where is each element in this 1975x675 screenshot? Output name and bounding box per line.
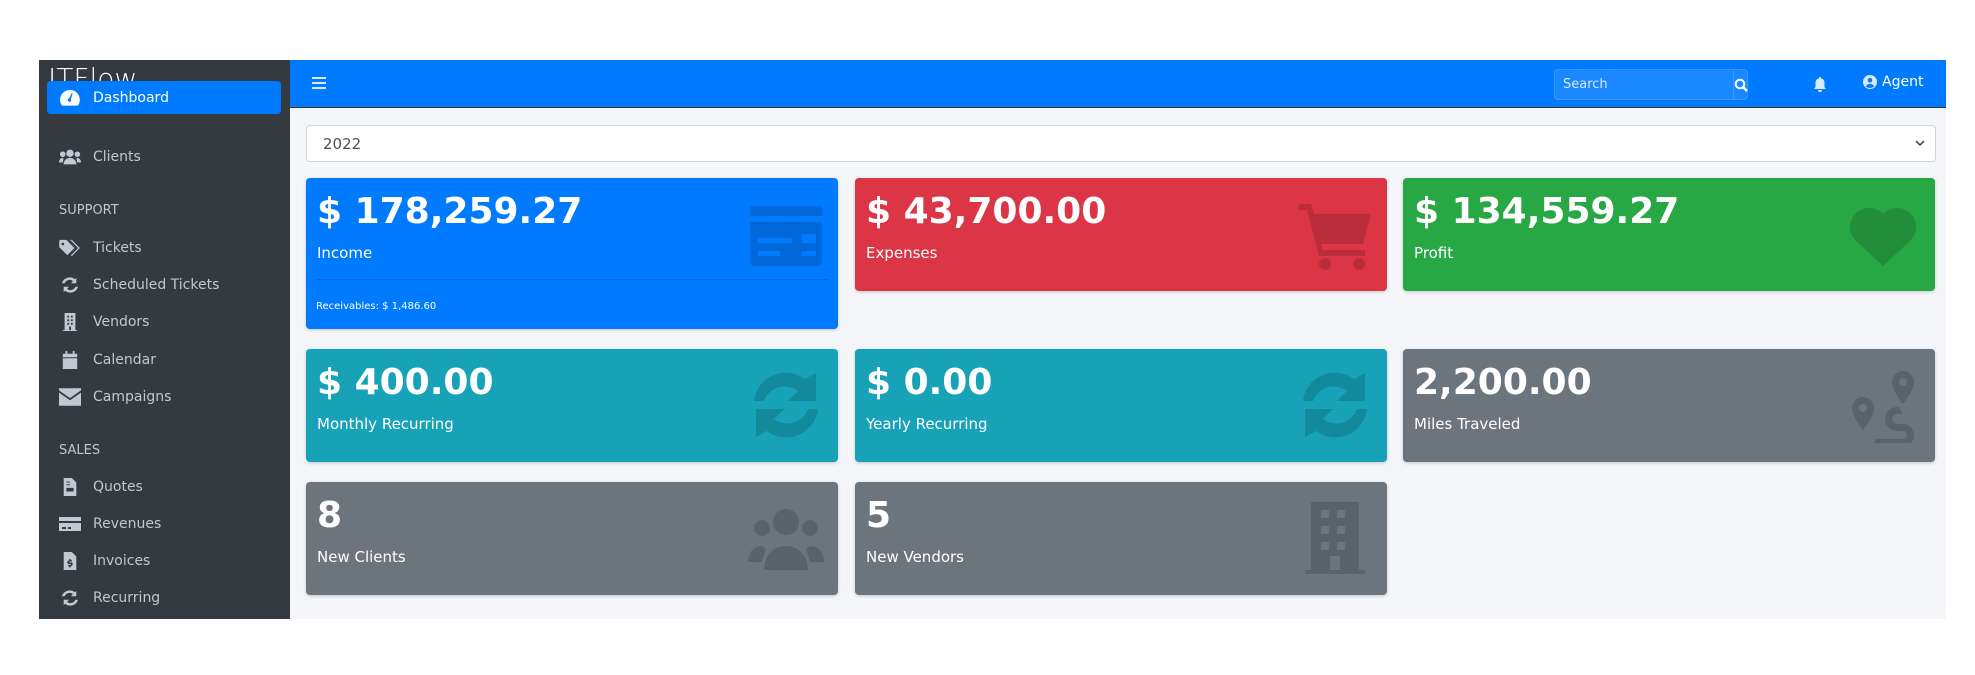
stat-card-miles-traveled[interactable]: 2,200.00 Miles Traveled xyxy=(1403,349,1935,462)
sidebar-item-dashboard[interactable]: Dashboard xyxy=(47,81,281,114)
bell-icon[interactable] xyxy=(1813,77,1827,92)
stat-label: Monthly Recurring xyxy=(317,415,454,433)
search-input[interactable] xyxy=(1555,70,1733,99)
sidebar-item-tickets[interactable]: Tickets xyxy=(47,231,281,264)
stat-value: $ 178,259.27 xyxy=(317,191,583,232)
sidebar-item-scheduled-tickets[interactable]: Scheduled Tickets xyxy=(47,268,281,301)
stat-label: New Clients xyxy=(317,548,406,566)
sidebar-item-recurring[interactable]: Recurring xyxy=(47,581,281,614)
top-navbar: Agent xyxy=(290,60,1946,108)
shopping-cart-icon xyxy=(1297,196,1373,272)
credit-card-icon xyxy=(59,516,81,531)
stat-value: 8 xyxy=(317,495,343,536)
stat-label: Expenses xyxy=(866,244,938,262)
sidebar-item-quotes[interactable]: Quotes xyxy=(47,470,281,503)
sidebar-item-campaigns[interactable]: Campaigns xyxy=(47,380,281,413)
file-icon xyxy=(63,477,77,496)
envelope-icon xyxy=(59,387,81,406)
sidebar-item-clients[interactable]: Clients xyxy=(47,140,281,173)
route-icon xyxy=(1845,367,1921,446)
stat-card-profit[interactable]: $ 134,559.27 Profit xyxy=(1403,178,1935,291)
stat-card-expenses[interactable]: $ 43,700.00 Expenses xyxy=(855,178,1387,291)
search-form xyxy=(1554,69,1748,100)
stat-card-yearly-recurring[interactable]: $ 0.00 Yearly Recurring xyxy=(855,349,1387,462)
calendar-icon xyxy=(62,350,78,369)
credit-card-icon xyxy=(748,196,824,272)
stat-card-new-clients[interactable]: 8 New Clients xyxy=(306,482,838,595)
search-button[interactable] xyxy=(1733,70,1748,99)
file-invoice-icon xyxy=(63,551,77,570)
sidebar-item-vendors[interactable]: Vendors xyxy=(47,305,281,338)
sync-icon xyxy=(61,276,79,293)
stat-card-new-vendors[interactable]: 5 New Vendors xyxy=(855,482,1387,595)
stat-label: Yearly Recurring xyxy=(866,415,988,433)
stat-value: $ 400.00 xyxy=(317,362,494,403)
stat-label: New Vendors xyxy=(866,548,964,566)
sidebar: ITFlow Dashboard Clients SUPPORT Tickets… xyxy=(39,60,290,619)
stat-label: Profit xyxy=(1414,244,1454,262)
chevron-down-icon xyxy=(1915,140,1925,147)
nav-header-sales: SALES xyxy=(59,443,101,458)
stat-footer: Receivables: $ 1,486.60 xyxy=(316,279,828,312)
stat-value: 5 xyxy=(866,495,892,536)
stat-value: $ 134,559.27 xyxy=(1414,191,1680,232)
tachometer-icon xyxy=(60,89,80,106)
heart-icon xyxy=(1845,196,1921,272)
tags-icon xyxy=(59,239,80,256)
stat-label: Income xyxy=(317,244,373,262)
sync-icon xyxy=(1297,367,1373,443)
sidebar-item-calendar[interactable]: Calendar xyxy=(47,343,281,376)
user-circle-icon xyxy=(1863,75,1877,89)
sync-icon xyxy=(61,589,79,606)
stat-value: $ 0.00 xyxy=(866,362,993,403)
hamburger-menu-icon[interactable] xyxy=(312,76,328,90)
sidebar-item-revenues[interactable]: Revenues xyxy=(47,507,281,540)
nav-header-support: SUPPORT xyxy=(59,203,119,218)
stat-card-income[interactable]: $ 178,259.27 Income Receivables: $ 1,486.6… xyxy=(306,178,838,329)
building-icon xyxy=(62,312,78,331)
stat-card-monthly-recurring[interactable]: $ 400.00 Monthly Recurring xyxy=(306,349,838,462)
user-menu[interactable]: Agent xyxy=(1863,74,1923,90)
sync-icon xyxy=(748,367,824,443)
stat-label: Miles Traveled xyxy=(1414,415,1521,433)
search-icon xyxy=(1734,78,1748,92)
stat-value: $ 43,700.00 xyxy=(866,191,1107,232)
users-icon xyxy=(59,149,81,164)
users-icon xyxy=(748,500,824,576)
sidebar-item-invoices[interactable]: Invoices xyxy=(47,544,281,577)
year-select[interactable]: 2022 xyxy=(306,125,1936,162)
building-icon xyxy=(1297,500,1373,576)
stat-value: 2,200.00 xyxy=(1414,362,1592,403)
